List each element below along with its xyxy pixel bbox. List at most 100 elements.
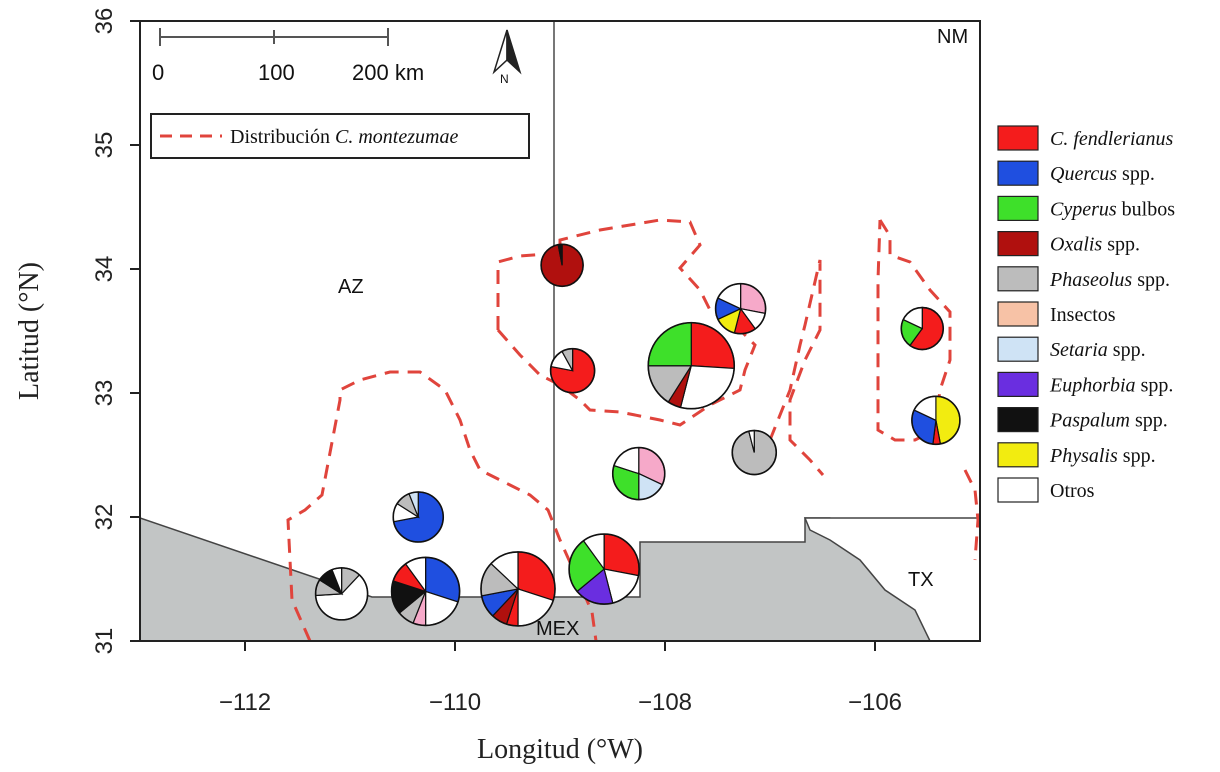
legend-swatch [997, 195, 1039, 221]
legend-label: Cyperus bulbos [1050, 198, 1175, 220]
x-tick-label: −110 [429, 689, 481, 716]
y-axis-ticks: 31 32 33 34 35 36 [91, 8, 140, 655]
label-az: AZ [338, 276, 364, 298]
site-pie [540, 243, 584, 288]
distribution-legend-text: Distribución C. montezumae [230, 126, 458, 148]
site-pie [568, 533, 640, 605]
site-pie [900, 306, 945, 351]
legend-label-plain: spp. [1136, 374, 1174, 396]
legend-label: Quercus spp. [1050, 163, 1155, 185]
legend-label-plain: Insectos [1050, 304, 1116, 326]
legend-swatch [997, 125, 1039, 151]
legend-label-plain: spp. [1130, 410, 1168, 432]
distribution-legend: Distribución C. montezumae [150, 113, 530, 159]
legend-swatch [997, 477, 1039, 503]
pie-outline [911, 395, 961, 446]
legend-swatch [997, 231, 1039, 257]
legend-label: Insectos [1050, 304, 1116, 326]
legend-label-plain: spp. [1102, 234, 1140, 256]
pie-slice [603, 533, 640, 577]
legend-swatch [997, 160, 1039, 186]
legend-label-italic: Quercus [1050, 163, 1117, 185]
legend-label-italic: Oxalis [1050, 234, 1102, 256]
legend-swatch [997, 371, 1039, 397]
site-pie [314, 567, 369, 621]
y-tick-label: 35 [91, 132, 118, 159]
label-mex: MEX [536, 618, 579, 640]
site-pie-charts [314, 243, 961, 627]
scale-bar: 0 100 200 km [152, 28, 424, 85]
pie-outline [731, 429, 778, 476]
legend-label: Oxalis spp. [1050, 234, 1140, 256]
legend-label-italic: Physalis [1049, 445, 1118, 467]
y-axis-title: Latitud (°N) [14, 262, 45, 400]
texas-region [803, 517, 980, 641]
legend-swatch [997, 266, 1039, 292]
legend-label-italic: Setaria [1050, 339, 1108, 361]
x-axis-ticks: −112 −110 −108 −106 [219, 641, 902, 716]
site-pie [549, 347, 596, 394]
legend-label-italic: Cyperus [1050, 198, 1117, 220]
pie-outline [714, 282, 767, 335]
y-tick-label: 32 [91, 504, 118, 531]
y-tick-label: 36 [91, 8, 118, 35]
site-pie [392, 491, 445, 543]
legend-label-plain: spp. [1118, 445, 1156, 467]
y-tick-label: 33 [91, 380, 118, 407]
legend-label-italic: C. fendlerianus [1050, 128, 1174, 150]
legend-label: Otros [1050, 480, 1095, 502]
pie-outline [392, 491, 445, 543]
distribution-legend-prefix: Distribución [230, 126, 335, 148]
x-tick-label: −112 [219, 689, 271, 716]
pie-outline [480, 551, 556, 627]
legend-label: C. fendlerianus [1050, 128, 1174, 150]
pie-outline [314, 567, 369, 621]
label-nm: NM [937, 26, 968, 48]
site-pie [911, 395, 961, 446]
site-pie [714, 282, 767, 335]
distribution-legend-species: C. montezumae [335, 126, 458, 148]
legend-label: Euphorbia spp. [1049, 374, 1173, 396]
pie-outline [390, 556, 461, 627]
legend-swatch [997, 442, 1039, 468]
pie-outline [549, 347, 596, 394]
legend-label: Setaria spp. [1050, 339, 1146, 361]
north-arrow-icon: N [492, 29, 522, 86]
y-tick-label: 34 [91, 256, 118, 283]
scale-label-0: 0 [152, 60, 164, 85]
north-label: N [500, 72, 509, 86]
site-pie [480, 551, 556, 627]
site-pie [731, 429, 778, 476]
x-axis-title: Longitud (°W) [477, 734, 643, 765]
legend-swatch [997, 407, 1039, 433]
pie-outline [611, 446, 666, 501]
legend-label-italic: Phaseolus [1049, 269, 1132, 291]
pie-outline [900, 306, 945, 351]
legend-label-plain: bulbos [1117, 198, 1176, 220]
x-tick-label: −106 [848, 689, 902, 716]
site-pie [611, 446, 666, 501]
scale-label-100: 100 [258, 60, 295, 85]
legend-label-plain: spp. [1108, 339, 1146, 361]
pie-outline [540, 243, 584, 288]
legend-label-plain: Otros [1050, 480, 1095, 502]
legend-label: Phaseolus spp. [1049, 269, 1170, 291]
y-tick-label: 31 [91, 628, 118, 655]
site-pie [647, 321, 736, 410]
pie-outline [568, 533, 640, 605]
map-frame [139, 20, 981, 642]
label-tx: TX [908, 569, 934, 591]
legend-label-italic: Paspalum [1049, 410, 1130, 432]
x-tick-label: −108 [638, 689, 692, 716]
scale-label-200: 200 km [352, 60, 424, 85]
legend-swatch [997, 336, 1039, 362]
legend-label-plain: spp. [1132, 269, 1170, 291]
legend-swatch [997, 301, 1039, 327]
legend-label-italic: Euphorbia [1049, 374, 1136, 396]
site-pie [390, 556, 461, 627]
legend-label: Physalis spp. [1049, 445, 1156, 467]
pie-outline [647, 321, 736, 410]
legend-label-plain: spp. [1117, 163, 1155, 185]
